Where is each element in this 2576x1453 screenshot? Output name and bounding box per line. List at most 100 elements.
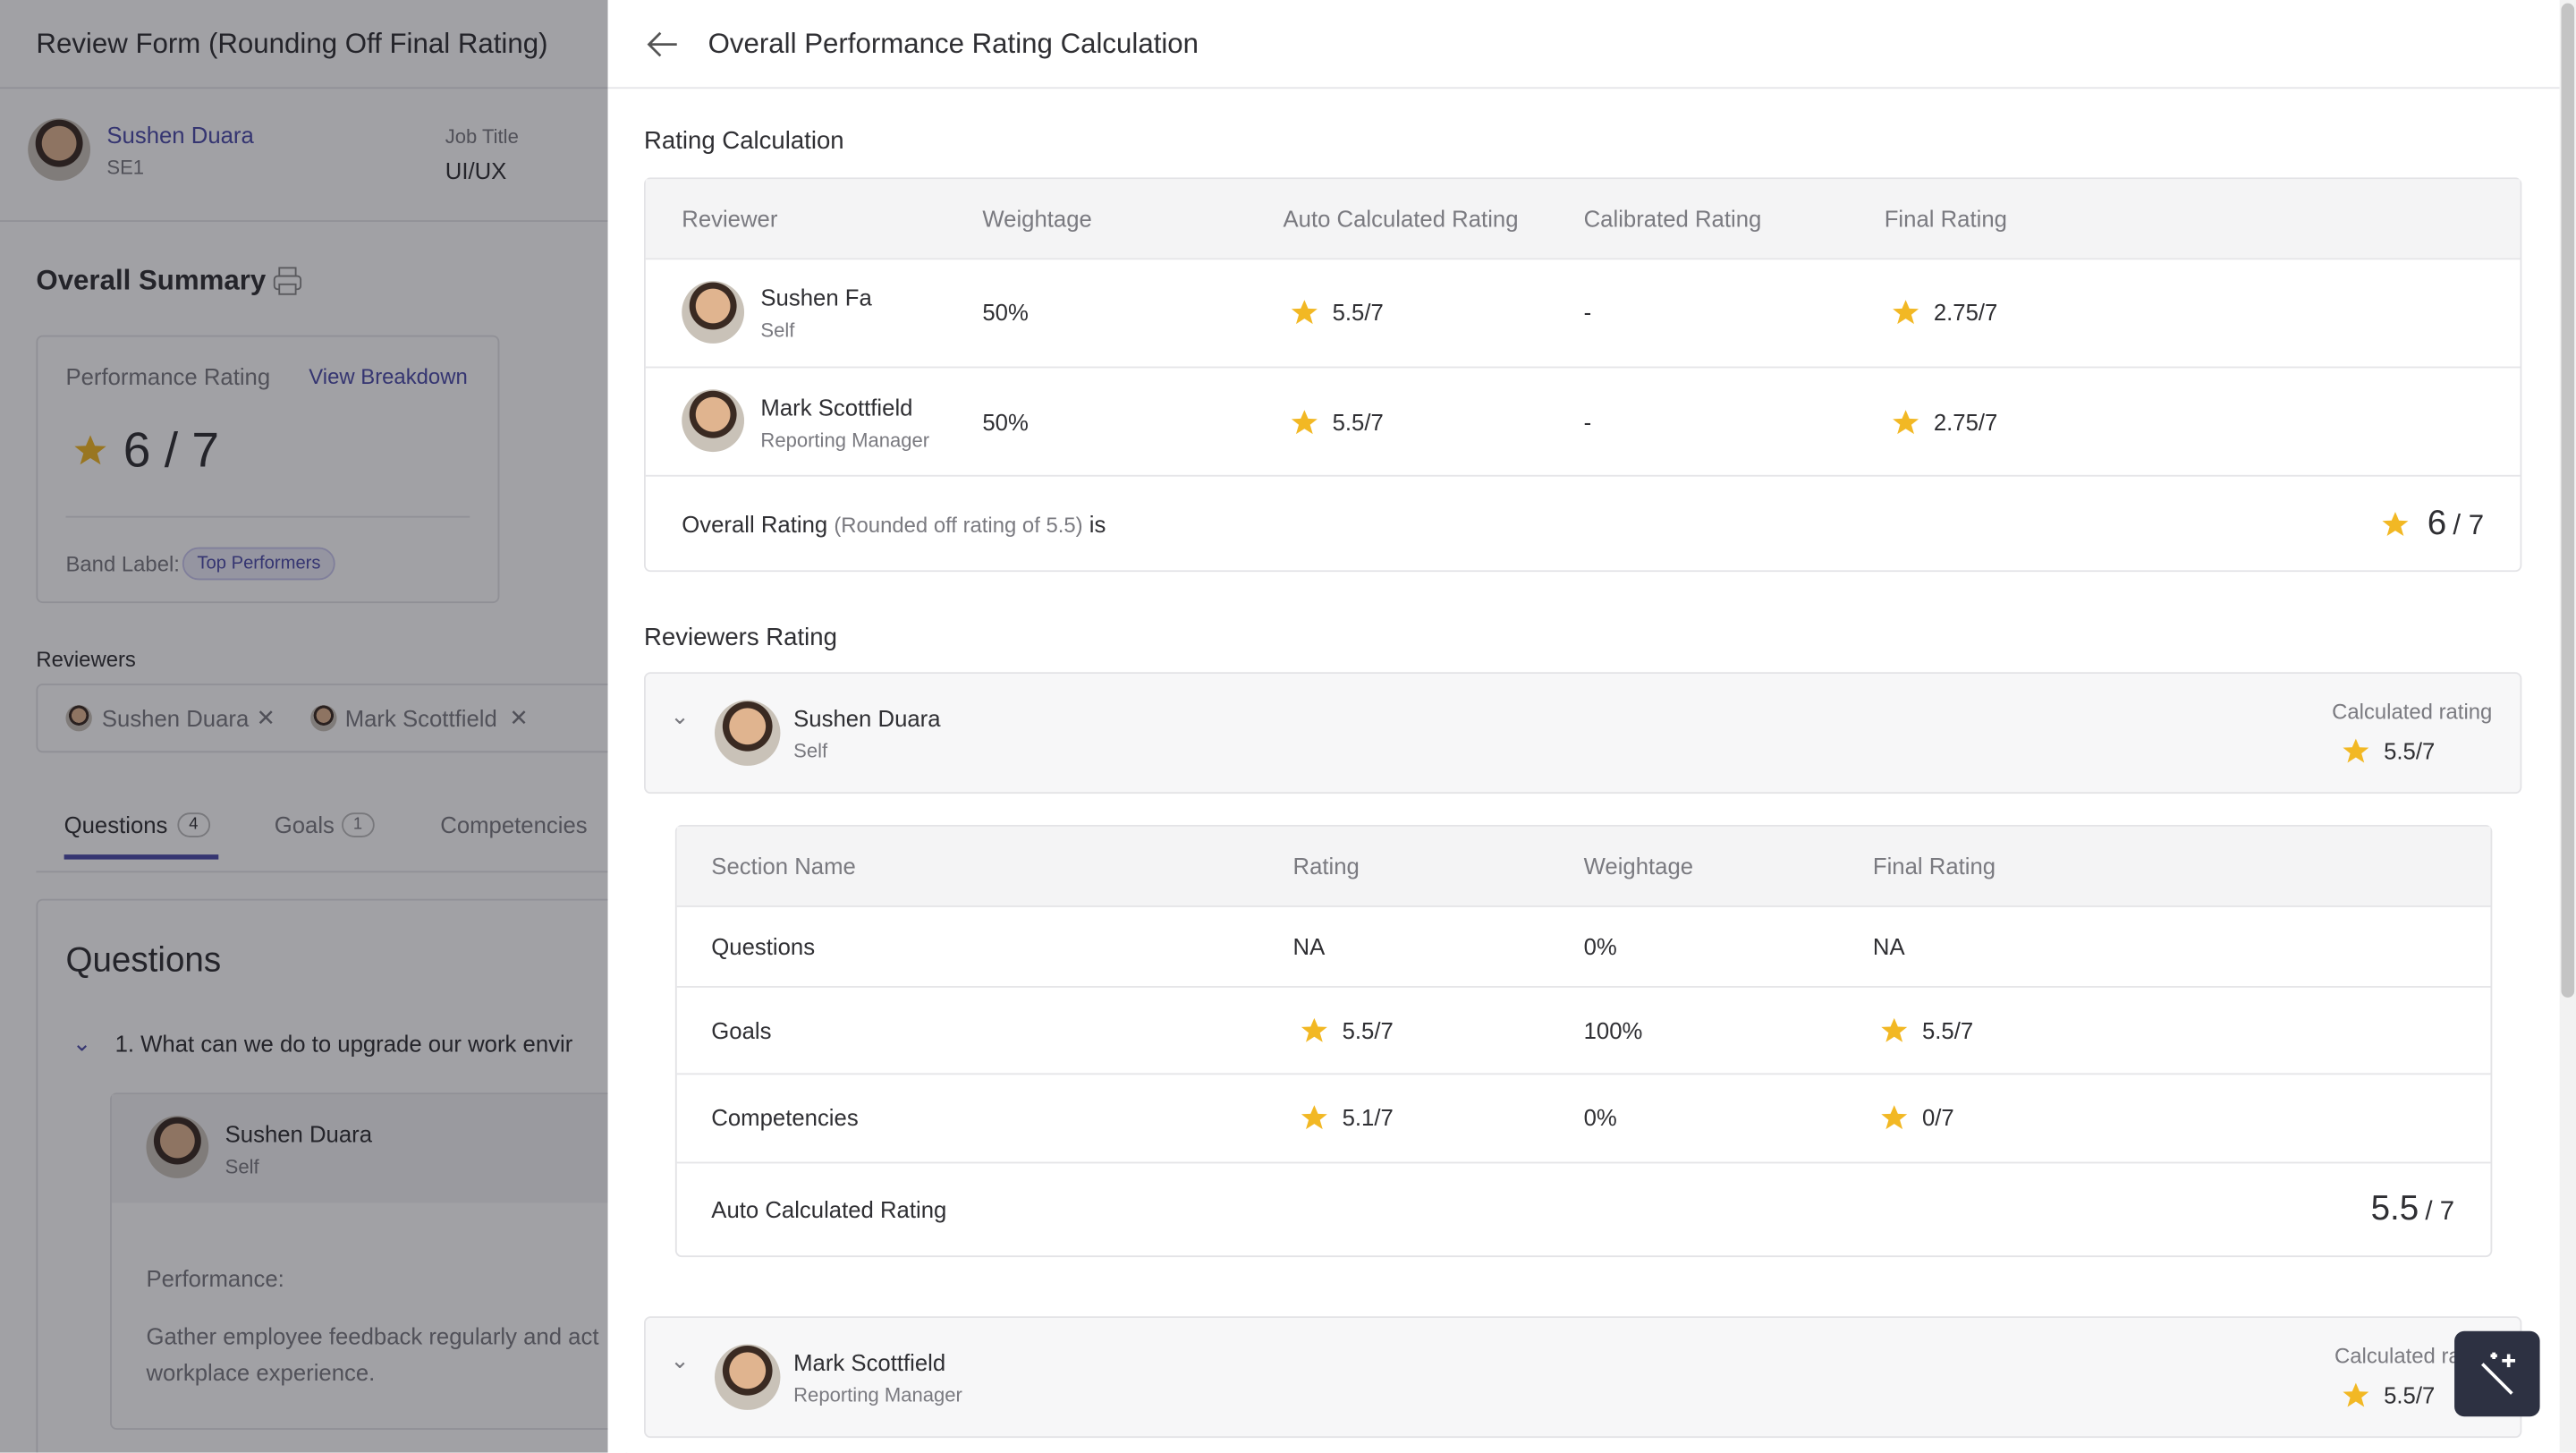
column-header: Weightage — [1583, 853, 1694, 879]
reviewer-name: Mark Scottfield — [760, 394, 913, 421]
final-rating: 2.75/7 — [1933, 409, 1998, 436]
answer-heading: Performance: — [146, 1265, 284, 1292]
reviewer-name: Mark Scottfield — [793, 1348, 946, 1376]
star-icon — [1879, 1102, 1909, 1132]
reviewer-role: Self — [760, 319, 795, 343]
overlay[interactable] — [0, 0, 608, 1453]
section-name: Competencies — [711, 1104, 859, 1131]
reviewer-role: Self — [793, 739, 828, 763]
column-header: Weightage — [982, 205, 1092, 232]
star-icon — [2341, 1381, 2370, 1410]
tab[interactable]: Competencies — [440, 811, 588, 838]
star-icon — [1300, 1102, 1329, 1132]
weightage: 50% — [982, 299, 1029, 326]
questions-title: Questions — [65, 941, 222, 980]
section-name: Questions — [711, 933, 816, 960]
section-rating: 5.5/7 — [1342, 1016, 1394, 1044]
panel-title: Overall Performance Rating Calculation — [708, 28, 1199, 60]
reviewer-name: Sushen Duara — [793, 704, 941, 732]
star-icon — [2341, 736, 2370, 766]
overall-suffix: is — [1089, 511, 1106, 538]
summary-card — [36, 335, 500, 604]
star-icon — [1879, 1015, 1909, 1045]
section-rating: NA — [1292, 933, 1326, 960]
section-table — [674, 825, 2493, 1258]
column-header: Reviewer — [682, 205, 778, 232]
calibrated-rating: - — [1583, 299, 1592, 326]
review-form: Review Form (Rounding Off Final Rating) … — [0, 0, 636, 1453]
performance-label: Performance Rating — [65, 362, 271, 390]
band-pill: Top Performers — [182, 547, 336, 581]
calc-rating: 5.5/7 — [2384, 1381, 2436, 1409]
rating-table — [643, 177, 2522, 573]
column-header: Section Name — [711, 853, 856, 879]
avatar — [28, 118, 91, 182]
star-icon — [72, 432, 108, 468]
back-button[interactable] — [644, 28, 680, 61]
star-icon — [1290, 408, 1319, 438]
ai-assistant-button[interactable] — [2454, 1330, 2540, 1417]
answer-name: Sushen Duara — [225, 1120, 373, 1148]
overall-label: Overall Rating — [682, 511, 828, 538]
auto-rating: 5.5/7 — [1332, 409, 1384, 436]
column-header: Rating — [1292, 853, 1360, 879]
overall-rating: 6 / 7 — [2428, 505, 2484, 544]
final-rating: 2.75/7 — [1933, 299, 1998, 326]
scroll-thumb[interactable] — [2561, 3, 2575, 998]
page-title: Review Form (Rounding Off Final Rating) — [36, 28, 548, 60]
column-header: Final Rating — [1884, 205, 2007, 232]
section-title: Reviewers Rating — [643, 624, 837, 652]
tab-count: 4 — [177, 812, 210, 837]
reviewer-name: Sushen Fa — [760, 284, 872, 311]
column-header: Final Rating — [1872, 853, 1996, 879]
reviewer-role: Reporting Manager — [760, 429, 930, 453]
total-max: / 7 — [2425, 1197, 2455, 1227]
answer-role: Self — [225, 1155, 259, 1178]
employee-id: SE1 — [106, 156, 145, 180]
star-icon — [2380, 509, 2410, 539]
overall-rating-text: Overall Rating (Rounded off rating of 5.… — [682, 511, 1106, 537]
total-value: 5.5 — [2370, 1189, 2419, 1228]
answer-text: Gather employee feedback regularly and a… — [146, 1322, 599, 1349]
overall-max: / 7 — [2453, 509, 2485, 541]
calc-rating: 5.5/7 — [2384, 737, 2436, 765]
column-header: Auto Calculated Rating — [1283, 205, 1519, 232]
job-title-label: Job Title — [445, 124, 519, 149]
reviewers-label: Reviewers — [36, 646, 136, 672]
tab-count: 1 — [342, 812, 374, 837]
reviewer-accordion[interactable] — [643, 672, 2522, 794]
total-label: Auto Calculated Rating — [711, 1196, 947, 1223]
auto-rating: 5.5/7 — [1332, 299, 1384, 326]
star-icon — [1891, 408, 1920, 438]
section-name: Goals — [711, 1016, 772, 1044]
print-icon[interactable] — [271, 265, 304, 298]
section-final: 0/7 — [1921, 1104, 1954, 1131]
section-final: 5.5/7 — [1921, 1016, 1974, 1044]
band-label: Band Label: — [65, 551, 180, 576]
calc-label: Calculated rating — [2332, 699, 2493, 725]
overall-value: 6 — [2427, 504, 2447, 543]
reviewer-role: Reporting Manager — [793, 1383, 962, 1407]
reviewer-accordion[interactable] — [643, 1316, 2522, 1439]
section-weightage: 100% — [1583, 1016, 1643, 1044]
section-weightage: 0% — [1583, 1104, 1617, 1131]
star-icon — [1300, 1015, 1329, 1045]
tab[interactable]: Goals — [274, 811, 335, 838]
reviewer-chip: Mark Scottfield — [344, 704, 497, 732]
reviewer-chip: Sushen Duara — [101, 704, 250, 732]
column-header: Calibrated Rating — [1583, 205, 1762, 232]
section-final: NA — [1872, 933, 1905, 960]
total-rating: 5.5 / 7 — [2371, 1190, 2454, 1229]
answer-text: workplace experience. — [146, 1358, 376, 1386]
employee-name[interactable]: Sushen Duara — [106, 121, 254, 149]
tab[interactable]: Questions — [64, 811, 168, 838]
star-icon — [1891, 297, 1920, 327]
section-title: Rating Calculation — [643, 127, 844, 156]
section-weightage: 0% — [1583, 933, 1617, 960]
section-rating: 5.1/7 — [1342, 1104, 1394, 1131]
weightage: 50% — [982, 409, 1029, 436]
view-breakdown[interactable]: View Breakdown — [309, 363, 468, 389]
question[interactable]: 1. What can we do to upgrade our work en… — [114, 1030, 573, 1058]
summary-rating: 6 / 7 — [123, 423, 219, 479]
